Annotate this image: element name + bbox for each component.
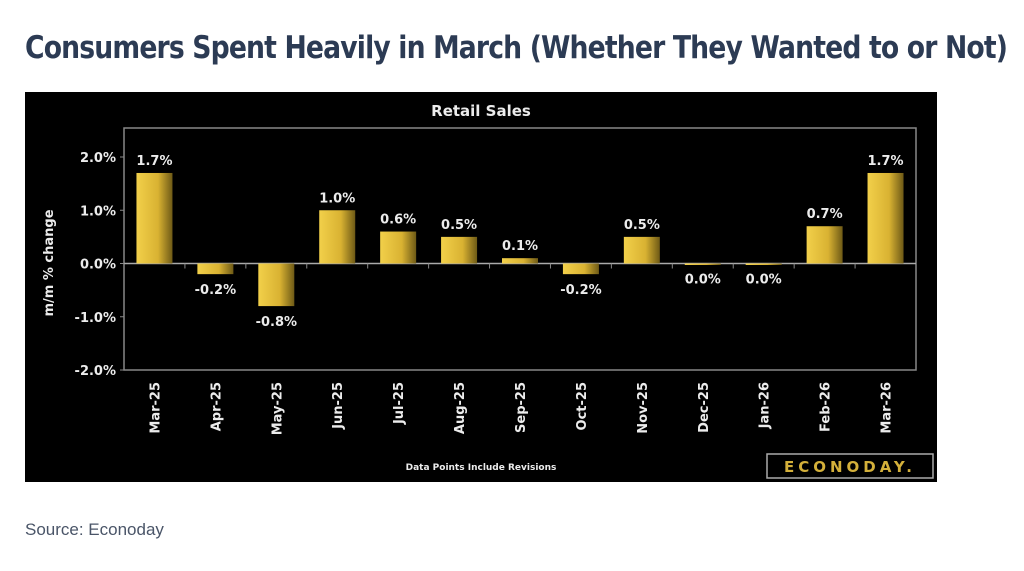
- y-axis-label: m/m % change: [42, 209, 57, 316]
- data-label: 1.7%: [868, 154, 904, 169]
- bar-Mar-26: [867, 172, 904, 264]
- x-tick-label: Oct-25: [575, 382, 590, 430]
- bar-Jul-25: [380, 231, 417, 264]
- data-label: -0.2%: [560, 283, 601, 298]
- x-tick-label: Jun-25: [331, 382, 346, 430]
- x-tick-label: Mar-25: [148, 382, 163, 434]
- y-tick-label: -2.0%: [75, 364, 116, 379]
- chart-title: Retail Sales: [431, 102, 531, 120]
- source-note: Source: Econoday: [25, 520, 164, 539]
- x-tick-label: Jul-25: [392, 382, 407, 425]
- bar-Apr-25: [197, 263, 234, 275]
- svg-text:ECONODAY.: ECONODAY.: [784, 458, 916, 476]
- data-label: 0.7%: [807, 207, 843, 222]
- data-label: 0.0%: [746, 273, 782, 288]
- data-label: 0.5%: [624, 218, 660, 233]
- bar-Jun-25: [319, 210, 356, 264]
- x-tick-label: May-25: [270, 382, 285, 435]
- x-tick-label: Jan-26: [758, 382, 773, 429]
- data-label: 0.1%: [502, 239, 538, 254]
- data-label: 0.5%: [441, 218, 477, 233]
- bar-Oct-25: [562, 263, 599, 275]
- x-tick-label: Dec-25: [697, 382, 712, 433]
- bar-Dec-25: [684, 263, 721, 265]
- x-tick-label: Feb-26: [819, 382, 834, 432]
- data-label: 1.0%: [319, 191, 355, 206]
- bar-May-25: [258, 263, 295, 307]
- x-tick-label: Aug-25: [453, 382, 468, 434]
- data-label: -0.2%: [195, 283, 236, 298]
- x-tick-label: Apr-25: [209, 382, 224, 431]
- bar-Sep-25: [502, 258, 538, 264]
- data-label: 1.7%: [136, 154, 172, 169]
- data-label: 0.0%: [685, 273, 721, 288]
- y-tick-label: -1.0%: [75, 311, 116, 326]
- bar-Jan-26: [745, 263, 782, 265]
- econoday-logo: ECONODAY.: [766, 453, 934, 479]
- y-tick-label: 1.0%: [80, 204, 116, 219]
- y-tick-label: 2.0%: [80, 151, 116, 166]
- bar-Aug-25: [441, 236, 478, 264]
- data-label: 0.6%: [380, 213, 416, 228]
- chart-svg: Retail Sales m/m % change Data Points In…: [42, 102, 934, 479]
- chart: Retail Sales m/m % change Data Points In…: [25, 92, 937, 482]
- bar-Nov-25: [623, 236, 660, 264]
- bar-Mar-25: [136, 172, 173, 264]
- y-tick-label: 0.0%: [80, 258, 116, 273]
- data-label: -0.8%: [256, 315, 297, 330]
- bar-Feb-26: [806, 226, 843, 264]
- x-tick-label: Sep-25: [514, 382, 529, 433]
- footnote: Data Points Include Revisions: [406, 463, 557, 473]
- headline: Consumers Spent Heavily in March (Whethe…: [25, 30, 1008, 66]
- x-tick-label: Mar-26: [880, 382, 895, 434]
- plot-frame: [123, 127, 917, 371]
- x-tick-label: Nov-25: [636, 382, 651, 434]
